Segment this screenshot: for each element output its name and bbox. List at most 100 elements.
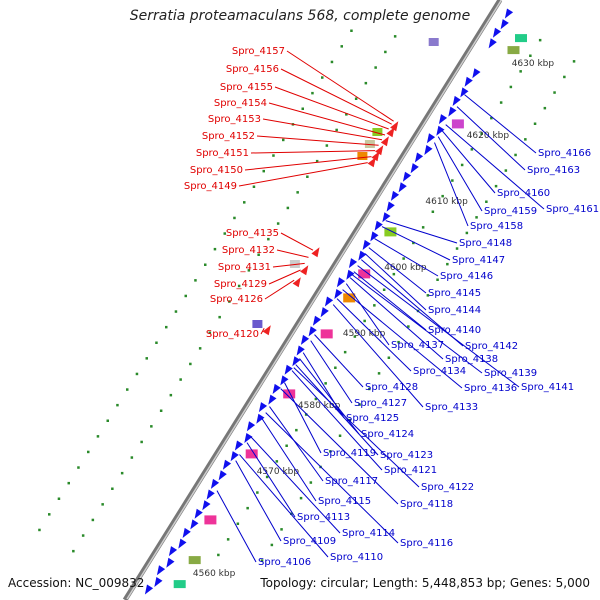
reverse-gene-block [204, 515, 217, 525]
tick-dot [260, 559, 264, 562]
leader-line [272, 262, 305, 268]
reverse-gene-arrow [346, 269, 355, 280]
forward-gene-arrow [390, 121, 399, 132]
tick-dot [165, 325, 168, 329]
tick-dot [280, 528, 283, 531]
leader-line [293, 367, 420, 488]
tick-dot [470, 148, 474, 151]
reverse-gene-arrow [178, 538, 187, 549]
reverse-gene-arrow [472, 68, 481, 79]
reverse-gene-label: Spro_4142 [465, 341, 518, 352]
tick-dot [285, 444, 288, 447]
reverse-gene-arrow [398, 182, 407, 193]
leader-line [256, 135, 379, 146]
reverse-gene-label: Spro_4118 [400, 499, 453, 510]
forward-gene-block [252, 320, 263, 328]
tick-dot [446, 262, 449, 266]
leader-line [269, 406, 324, 482]
tick-dot [421, 226, 425, 229]
tick-dot [106, 419, 109, 422]
reverse-gene-label: Spro_4148 [459, 238, 512, 249]
tick-dot [368, 387, 371, 391]
reverse-gene-arrow [144, 584, 154, 595]
reverse-gene-label: Spro_4116 [400, 538, 453, 549]
reverse-gene-arrow [308, 326, 317, 337]
leader-line [280, 232, 314, 251]
reverse-gene-label: Spro_4133 [425, 402, 478, 413]
reverse-gene-block [451, 119, 464, 129]
tick-dot [233, 216, 236, 220]
reverse-gene-arrow [296, 345, 305, 356]
leader-line [264, 279, 295, 300]
forward-gene-label: Spro_4153 [208, 114, 261, 125]
tick-dot [334, 366, 337, 369]
reverse-gene-arrow [438, 114, 448, 125]
tick-dot [572, 60, 576, 63]
reverse-gene-arrow [154, 577, 163, 587]
reverse-gene-arrow [390, 190, 400, 201]
tick-dot [533, 122, 537, 125]
reverse-gene-label: Spro_4122 [421, 482, 474, 493]
reverse-gene-arrow [218, 470, 227, 481]
forward-gene-arrow [262, 325, 271, 336]
tick-dot [373, 304, 376, 307]
tick-dot [101, 503, 104, 506]
reverse-gene-label: Spro_4161 [546, 204, 599, 215]
leader-line [336, 298, 412, 372]
tick-dot [412, 241, 415, 245]
tick-dot [563, 75, 566, 79]
reverse-gene-label: Spro_4127 [354, 398, 407, 409]
tick-dot [553, 91, 556, 94]
tick-dot [455, 247, 459, 250]
forward-gene-block [372, 128, 383, 136]
reverse-gene-arrow [166, 557, 175, 568]
tick-dot [174, 310, 178, 313]
reverse-gene-block [283, 389, 296, 399]
kbp-label: 4590 kbp [343, 329, 386, 339]
tick-dot [87, 450, 90, 454]
reverse-gene-label: Spro_4123 [380, 450, 433, 461]
tick-dot [485, 200, 488, 203]
forward-gene-arrow [380, 136, 389, 147]
tick-dot [194, 279, 197, 282]
leader-line [299, 358, 360, 435]
tick-dot [223, 232, 226, 235]
leader-line [238, 162, 368, 187]
tick-dot [407, 325, 410, 328]
reverse-gene-label: Spro_4124 [361, 429, 414, 440]
reverse-gene-block [343, 293, 356, 303]
tick-dot [217, 553, 220, 557]
tick-dot [364, 81, 368, 85]
tick-dot [237, 284, 241, 288]
leader-line [456, 106, 526, 171]
gene-block [507, 46, 520, 55]
reverse-gene-arrow [258, 402, 268, 413]
leader-line [265, 412, 399, 544]
reverse-gene-label: Spro_4159 [484, 206, 537, 217]
leader-line [332, 304, 424, 408]
reverse-gene-block [245, 449, 258, 459]
reverse-gene-arrow [492, 27, 502, 38]
tick-dot [329, 450, 332, 453]
tick-dot [325, 144, 329, 147]
tick-dot [436, 278, 439, 281]
reverse-gene-arrow [280, 375, 289, 386]
leader-line [364, 253, 427, 311]
tick-dot [353, 335, 357, 338]
tick-dot [480, 132, 483, 135]
forward-gene-arrow [292, 277, 301, 288]
forward-gene-block [289, 260, 300, 268]
reverse-gene-label: Spro_4109 [283, 536, 336, 547]
leader-line [434, 142, 469, 227]
genome-title: Serratia proteamaculans 568, complete ge… [129, 8, 471, 24]
tick-dot [275, 460, 279, 463]
tick-dot [296, 191, 299, 194]
tick-dot [358, 403, 361, 406]
tick-dot [426, 294, 430, 297]
tick-dot [198, 347, 202, 350]
forward-gene-arrow [375, 145, 384, 156]
tick-dot [262, 169, 265, 173]
leader-line [342, 289, 463, 389]
reverse-gene-arrow [460, 87, 469, 98]
reverse-gene-label: Spro_4114 [342, 528, 395, 539]
